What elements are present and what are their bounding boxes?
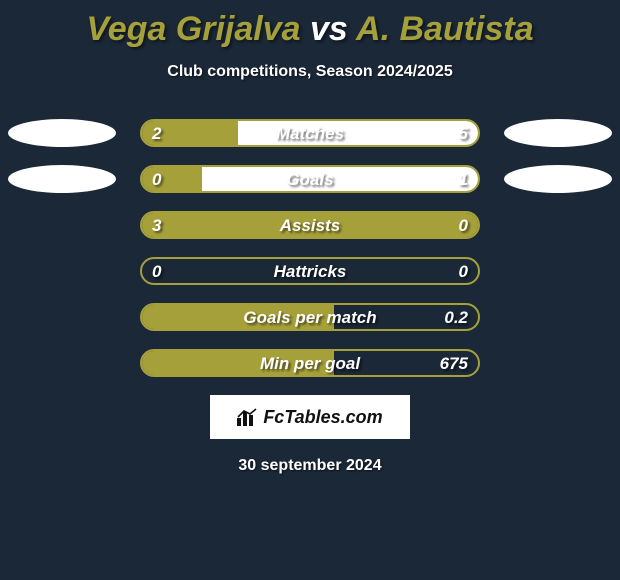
stat-bar: Min per goal675 <box>140 349 480 377</box>
player1-badge <box>8 119 116 147</box>
player2-name: A. Bautista <box>356 10 534 48</box>
player1-name: Vega Grijalva <box>86 10 300 48</box>
footer-date: 30 september 2024 <box>0 457 620 475</box>
stat-row: 3Assists0 <box>0 211 620 241</box>
stat-row: Min per goal675 <box>0 349 620 379</box>
player2-value: 0.2 <box>444 308 468 328</box>
stat-bar: 2Matches5 <box>140 119 480 147</box>
comparison-title: Vega Grijalva vs A. Bautista <box>0 0 620 49</box>
player2-badge <box>504 119 612 147</box>
stat-label: Matches <box>142 124 478 144</box>
footer-logo-text: FcTables.com <box>263 407 382 428</box>
stat-row: 0Goals1 <box>0 165 620 195</box>
stat-label: Goals <box>142 170 478 190</box>
bar-chart-icon <box>237 408 257 426</box>
player2-value: 0 <box>459 262 468 282</box>
stat-bar: 0Hattricks0 <box>140 257 480 285</box>
stat-label: Goals per match <box>142 308 478 328</box>
stat-label: Min per goal <box>142 354 478 374</box>
stat-label: Assists <box>142 216 478 236</box>
player1-badge <box>8 165 116 193</box>
vs-text: vs <box>310 10 348 48</box>
player2-value: 0 <box>459 216 468 236</box>
stat-bar: 0Goals1 <box>140 165 480 193</box>
stat-bar: Goals per match0.2 <box>140 303 480 331</box>
subtitle: Club competitions, Season 2024/2025 <box>0 63 620 81</box>
footer-logo: FcTables.com <box>210 395 410 439</box>
player2-badge <box>504 165 612 193</box>
stat-row: 2Matches5 <box>0 119 620 149</box>
stats-chart: 2Matches50Goals13Assists00Hattricks0Goal… <box>0 119 620 379</box>
player2-value: 5 <box>459 124 468 144</box>
stat-bar: 3Assists0 <box>140 211 480 239</box>
player2-value: 675 <box>440 354 468 374</box>
stat-label: Hattricks <box>142 262 478 282</box>
player2-value: 1 <box>459 170 468 190</box>
stat-row: 0Hattricks0 <box>0 257 620 287</box>
stat-row: Goals per match0.2 <box>0 303 620 333</box>
